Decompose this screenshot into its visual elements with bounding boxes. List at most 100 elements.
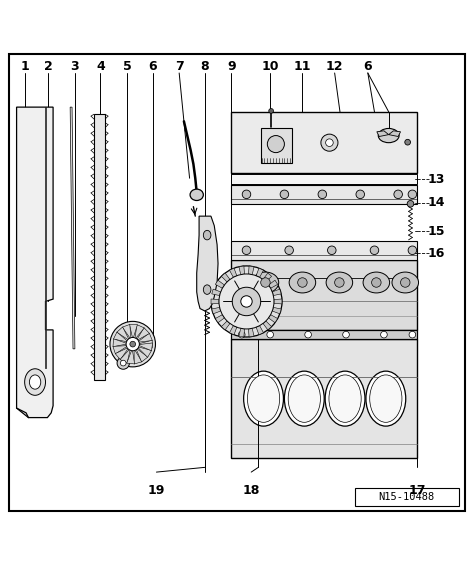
- Text: 12: 12: [326, 60, 343, 73]
- Ellipse shape: [321, 134, 338, 151]
- Polygon shape: [17, 107, 53, 418]
- Polygon shape: [229, 325, 237, 334]
- Bar: [231, 185, 417, 204]
- Polygon shape: [135, 325, 144, 340]
- Bar: [231, 112, 417, 173]
- Text: 4: 4: [96, 60, 105, 73]
- Ellipse shape: [392, 272, 419, 293]
- Ellipse shape: [110, 321, 155, 367]
- Ellipse shape: [203, 285, 211, 294]
- Text: 13: 13: [428, 173, 445, 186]
- Polygon shape: [211, 299, 219, 304]
- Ellipse shape: [372, 278, 381, 287]
- Ellipse shape: [242, 190, 251, 199]
- Text: 10: 10: [262, 60, 279, 73]
- Text: 18: 18: [243, 484, 260, 497]
- Polygon shape: [239, 328, 245, 337]
- Text: 15: 15: [428, 225, 445, 238]
- Ellipse shape: [241, 295, 252, 307]
- Text: 2: 2: [44, 60, 53, 73]
- Text: 11: 11: [294, 60, 311, 73]
- Polygon shape: [197, 216, 218, 311]
- Bar: [355, 488, 459, 506]
- Polygon shape: [248, 266, 254, 275]
- Ellipse shape: [378, 128, 399, 143]
- Text: 8: 8: [201, 60, 209, 73]
- Polygon shape: [113, 332, 128, 342]
- Ellipse shape: [408, 190, 417, 199]
- Ellipse shape: [394, 190, 402, 199]
- Polygon shape: [137, 333, 152, 342]
- Polygon shape: [221, 273, 230, 282]
- Polygon shape: [263, 321, 272, 330]
- Ellipse shape: [267, 331, 273, 338]
- Polygon shape: [45, 107, 46, 368]
- Polygon shape: [113, 346, 128, 354]
- Polygon shape: [134, 349, 142, 364]
- Polygon shape: [268, 315, 278, 323]
- Ellipse shape: [242, 246, 251, 255]
- Ellipse shape: [326, 139, 333, 146]
- Ellipse shape: [405, 140, 410, 145]
- Ellipse shape: [232, 287, 261, 316]
- Bar: [231, 340, 417, 458]
- Ellipse shape: [29, 375, 41, 389]
- Ellipse shape: [117, 357, 129, 370]
- Polygon shape: [389, 131, 401, 137]
- Ellipse shape: [211, 266, 282, 337]
- Text: 16: 16: [428, 246, 445, 259]
- Text: 9: 9: [227, 60, 236, 73]
- Ellipse shape: [370, 375, 402, 422]
- Ellipse shape: [335, 278, 344, 287]
- Ellipse shape: [401, 278, 410, 287]
- Text: 6: 6: [148, 60, 157, 73]
- Text: 3: 3: [71, 60, 79, 73]
- Bar: [261, 128, 292, 163]
- Polygon shape: [115, 347, 129, 360]
- Bar: [94, 114, 105, 380]
- Bar: [231, 260, 417, 330]
- Ellipse shape: [25, 369, 46, 395]
- Bar: [231, 175, 417, 184]
- Text: 14: 14: [428, 197, 445, 210]
- Ellipse shape: [329, 375, 361, 422]
- Text: 6: 6: [364, 60, 372, 73]
- Text: 7: 7: [175, 60, 183, 73]
- Ellipse shape: [318, 190, 327, 199]
- Polygon shape: [377, 131, 389, 137]
- Polygon shape: [113, 339, 128, 347]
- Ellipse shape: [190, 189, 203, 201]
- Polygon shape: [212, 289, 221, 295]
- Polygon shape: [137, 343, 153, 351]
- Text: 1: 1: [20, 60, 29, 73]
- Polygon shape: [221, 321, 230, 330]
- Text: 19: 19: [148, 484, 165, 497]
- Text: 17: 17: [409, 484, 426, 497]
- Polygon shape: [120, 348, 130, 363]
- Ellipse shape: [366, 371, 406, 426]
- Ellipse shape: [288, 375, 320, 422]
- Ellipse shape: [409, 331, 416, 338]
- Polygon shape: [256, 325, 264, 334]
- Ellipse shape: [328, 246, 336, 255]
- Polygon shape: [129, 324, 137, 340]
- Ellipse shape: [269, 108, 273, 113]
- Polygon shape: [272, 307, 281, 314]
- Ellipse shape: [326, 272, 353, 293]
- Polygon shape: [136, 348, 148, 362]
- Text: 5: 5: [123, 60, 131, 73]
- Ellipse shape: [130, 341, 136, 347]
- Polygon shape: [136, 328, 149, 341]
- Bar: [231, 330, 417, 340]
- Ellipse shape: [363, 272, 390, 293]
- Text: N15-10488: N15-10488: [379, 492, 435, 502]
- Polygon shape: [272, 289, 281, 295]
- Polygon shape: [137, 346, 152, 357]
- Ellipse shape: [285, 246, 293, 255]
- Polygon shape: [117, 327, 129, 341]
- Polygon shape: [263, 273, 272, 282]
- Ellipse shape: [247, 375, 280, 422]
- Ellipse shape: [219, 274, 274, 329]
- Ellipse shape: [267, 136, 284, 153]
- Ellipse shape: [203, 231, 211, 240]
